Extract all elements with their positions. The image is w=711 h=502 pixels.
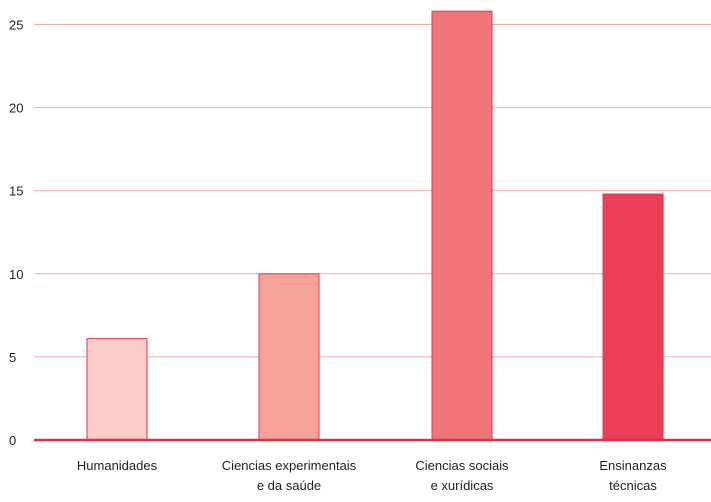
- y-tick-label: 5: [9, 350, 16, 365]
- x-tick-label: Ciencias experimentais e da saúde: [222, 458, 357, 493]
- bar: [431, 10, 493, 441]
- y-tick-label: 15: [9, 184, 23, 199]
- x-axis-labels: Humanidades Ciencias experimentais e da sa…: [77, 458, 667, 493]
- bar: [602, 193, 664, 441]
- bar: [258, 273, 320, 441]
- x-tick-label: Ciencias sociais e xurídicas: [415, 458, 509, 493]
- gridlines: [34, 24, 711, 358]
- bar: [86, 338, 148, 441]
- y-tick-label: 0: [9, 433, 16, 448]
- y-tick-label: 20: [9, 101, 23, 116]
- x-tick-label: Humanidades: [77, 458, 158, 473]
- y-tick-label: 10: [9, 267, 23, 282]
- bars: [86, 10, 664, 441]
- y-axis-ticks: 0 5 10 15 20 25: [9, 18, 23, 449]
- y-tick-label: 25: [9, 18, 23, 33]
- x-tick-label: Ensinanzas técnicas: [599, 458, 667, 493]
